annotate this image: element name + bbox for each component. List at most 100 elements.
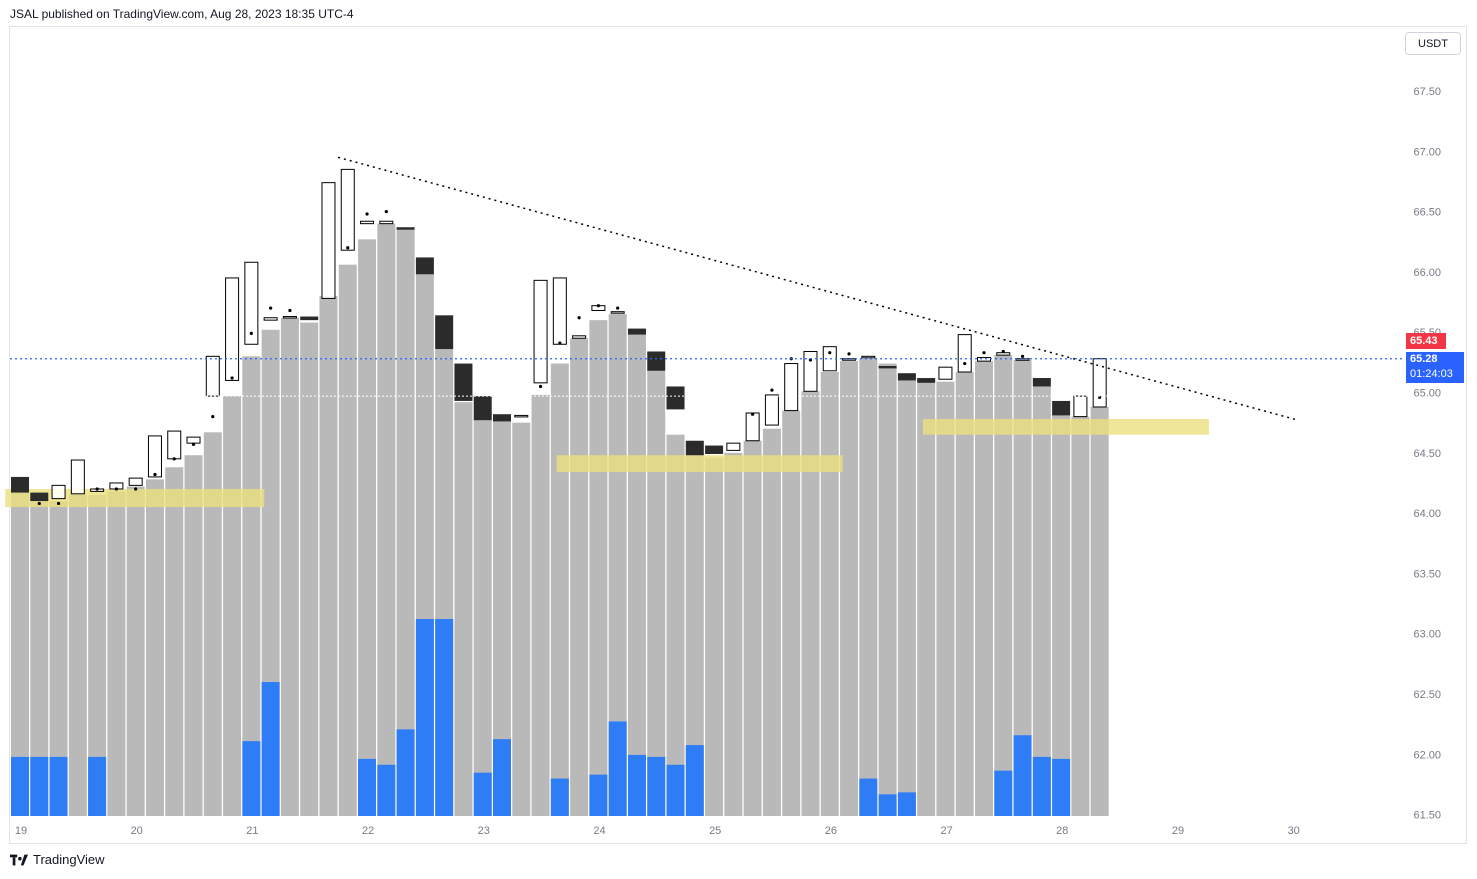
currency-button[interactable]: USDT	[1405, 32, 1461, 55]
volume-bar	[88, 756, 107, 816]
gray-column	[1032, 386, 1051, 816]
bull-candle	[533, 279, 548, 384]
gray-column	[1052, 415, 1071, 816]
bear-candle	[897, 373, 916, 381]
signal-dot	[577, 316, 581, 320]
gray-column	[107, 491, 126, 816]
volume-bar	[415, 619, 434, 816]
signal-dot	[596, 304, 601, 308]
x-tick-label: 20	[131, 825, 143, 837]
gray-column	[589, 320, 608, 816]
bear-candle	[473, 396, 492, 421]
lines-layer	[10, 156, 1405, 421]
current-price: 65.28	[1410, 353, 1438, 365]
bull-candle	[147, 435, 162, 478]
y-tick-label: 62.00	[1413, 749, 1441, 761]
volume-bar	[627, 754, 646, 816]
gray-column	[11, 492, 29, 816]
gray-column	[897, 380, 916, 816]
signal-dot	[616, 306, 620, 310]
x-tick-label: 23	[478, 825, 490, 837]
y-tick-label: 66.00	[1413, 267, 1441, 279]
gray-column	[743, 440, 762, 816]
volume-bar	[358, 758, 377, 816]
signal-dot	[211, 415, 215, 419]
gray-column	[647, 370, 666, 816]
signal-dot	[770, 388, 774, 392]
gray-column	[203, 432, 222, 816]
gray-column	[782, 410, 801, 816]
signal-dot	[963, 361, 967, 366]
bull-candle	[340, 168, 355, 251]
bull-candle	[572, 335, 587, 339]
gray-column	[608, 314, 627, 816]
gray-column	[724, 452, 743, 816]
bear-candle	[415, 257, 434, 275]
bull-candle	[1073, 395, 1088, 418]
volume-bar	[435, 619, 454, 816]
y-tick-label: 67.00	[1413, 146, 1441, 158]
bull-candle	[803, 350, 818, 392]
y-tick-label: 66.50	[1413, 207, 1441, 219]
volume-bar	[608, 721, 627, 816]
gray-column	[762, 428, 781, 816]
bull-candle	[244, 261, 259, 345]
footer-brand[interactable]: TradingView	[10, 852, 105, 867]
volume-bar	[242, 741, 261, 816]
gray-column	[955, 371, 974, 816]
signal-dot	[172, 457, 176, 461]
gray-column	[666, 434, 685, 816]
bull-candle	[167, 430, 182, 460]
volume-bar	[493, 739, 511, 816]
x-tick-label: 24	[593, 825, 605, 837]
y-tick-label: 62.50	[1413, 689, 1441, 701]
bear-candle	[705, 445, 724, 455]
y-tick-label: 63.50	[1413, 568, 1441, 580]
bear-candle	[11, 476, 29, 493]
gray-column	[1013, 359, 1032, 816]
gray-column	[338, 264, 357, 816]
gray-column	[300, 322, 319, 816]
volume-bar	[261, 682, 280, 816]
bull-candle	[977, 357, 991, 362]
volume-bar	[30, 756, 49, 816]
y-tick-label: 67.50	[1413, 86, 1441, 98]
support-zone	[5, 488, 265, 508]
gray-column	[820, 371, 839, 816]
bull-candle	[861, 355, 876, 359]
gray-column	[30, 497, 49, 816]
zones-layer	[5, 419, 1209, 508]
y-tick-label: 64.50	[1413, 448, 1441, 460]
gray-column	[145, 479, 164, 816]
gray-column	[473, 420, 492, 816]
x-tick-label: 28	[1056, 825, 1068, 837]
bear-candle	[30, 492, 49, 502]
gray-column	[512, 422, 531, 816]
gray-column	[801, 391, 820, 816]
y-axis: 67.5067.0066.5066.0065.5065.0064.5064.00…	[1413, 86, 1441, 822]
bull-candle	[379, 220, 394, 225]
x-tick-label: 25	[709, 825, 721, 837]
bull-candle	[360, 220, 375, 225]
signal-dot	[1020, 354, 1025, 358]
gray-column	[280, 317, 299, 816]
bull-candle	[610, 311, 625, 314]
bear-candle	[878, 365, 897, 369]
y-tick-label: 65.00	[1413, 388, 1441, 400]
y-tick-label: 61.50	[1413, 810, 1441, 822]
bull-candle	[186, 436, 201, 444]
x-tick-label: 21	[246, 825, 258, 837]
bear-candle	[493, 414, 511, 422]
bull-candle	[225, 277, 240, 381]
volume-bar	[666, 764, 685, 816]
signal-dot	[95, 487, 99, 491]
gray-column	[531, 394, 550, 816]
x-tick-label: 22	[362, 825, 374, 837]
volume-bar	[1052, 758, 1071, 816]
signal-dot	[538, 384, 543, 389]
gray-column	[377, 223, 396, 816]
gray-column	[550, 363, 569, 816]
gray-column	[570, 338, 589, 816]
y-tick-label: 64.00	[1413, 508, 1441, 520]
